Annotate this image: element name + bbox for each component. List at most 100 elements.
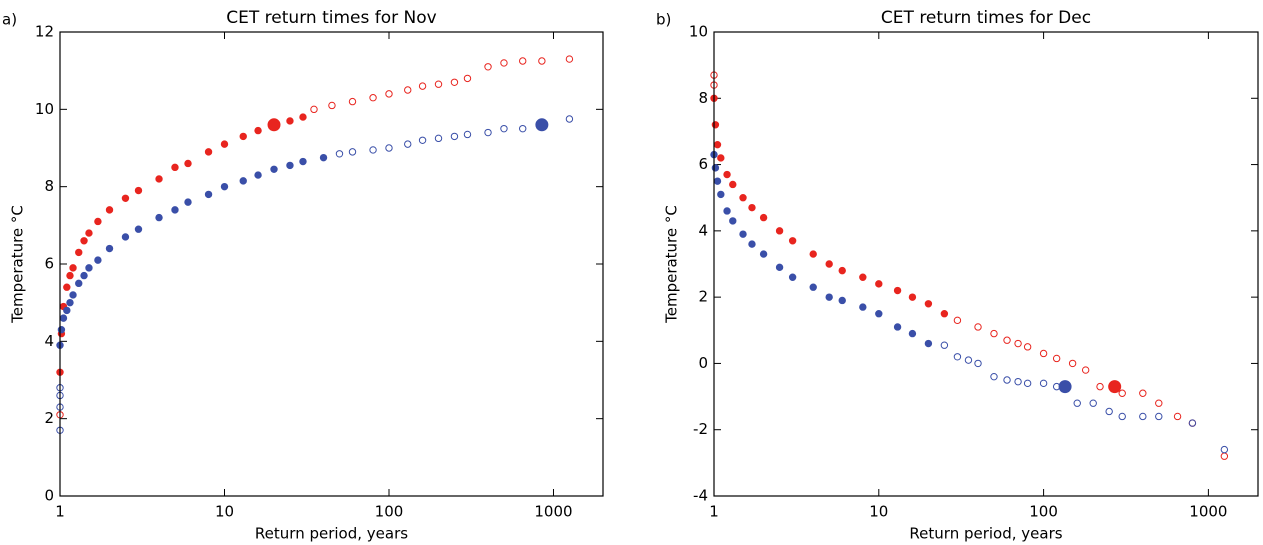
highlight-point bbox=[267, 118, 281, 132]
data-point bbox=[121, 233, 130, 241]
data-point bbox=[63, 306, 71, 315]
data-point bbox=[809, 250, 817, 258]
data-point bbox=[85, 229, 93, 237]
data-point bbox=[1073, 399, 1081, 407]
data-point bbox=[484, 63, 492, 71]
data-point bbox=[908, 293, 917, 301]
y-tick-label: 2 bbox=[698, 288, 708, 306]
y-tick-label: 4 bbox=[698, 221, 708, 239]
data-point bbox=[825, 293, 833, 301]
data-point bbox=[319, 153, 328, 162]
data-point bbox=[519, 124, 527, 133]
data-point bbox=[1014, 339, 1022, 348]
highlight-point bbox=[535, 118, 549, 132]
data-point bbox=[1003, 376, 1011, 384]
data-point bbox=[1052, 354, 1061, 363]
data-point bbox=[519, 57, 527, 65]
data-point bbox=[85, 264, 93, 272]
y-tick-label: -4 bbox=[693, 487, 708, 505]
data-point bbox=[1081, 366, 1090, 374]
data-point bbox=[838, 266, 846, 275]
data-point bbox=[775, 263, 784, 272]
data-point bbox=[286, 161, 294, 170]
data-point bbox=[418, 136, 427, 144]
y-tick-label: 10 bbox=[35, 100, 54, 118]
data-point bbox=[434, 80, 443, 88]
highlight-point bbox=[1058, 380, 1072, 394]
plot-frame bbox=[713, 31, 1259, 497]
y-tick-label: 8 bbox=[698, 89, 708, 107]
data-point bbox=[348, 97, 357, 106]
data-point bbox=[69, 264, 77, 272]
data-point bbox=[80, 271, 88, 280]
data-point bbox=[1089, 399, 1097, 407]
data-point bbox=[729, 217, 737, 225]
data-point bbox=[748, 203, 756, 212]
data-point bbox=[974, 323, 982, 331]
data-point bbox=[1023, 343, 1032, 351]
data-point bbox=[964, 356, 973, 364]
y-tick-label: 10 bbox=[689, 23, 708, 41]
data-point bbox=[385, 90, 393, 98]
data-point bbox=[134, 186, 143, 195]
data-point bbox=[713, 140, 722, 149]
data-point bbox=[1118, 412, 1126, 421]
data-point bbox=[270, 165, 278, 173]
data-point bbox=[717, 190, 725, 199]
data-point bbox=[759, 250, 768, 258]
data-point bbox=[66, 271, 74, 280]
data-point bbox=[1220, 452, 1229, 460]
data-point bbox=[1155, 399, 1163, 407]
data-point bbox=[348, 148, 357, 156]
data-point bbox=[335, 150, 344, 158]
y-axis-label: Temperature °C bbox=[9, 205, 27, 324]
x-tick-label: 1 bbox=[55, 503, 65, 521]
data-point bbox=[385, 144, 393, 152]
y-tick-label: 0 bbox=[44, 487, 54, 505]
data-point bbox=[1039, 379, 1048, 388]
data-point bbox=[838, 296, 846, 305]
data-point bbox=[759, 213, 768, 222]
data-point bbox=[859, 273, 867, 281]
data-point bbox=[463, 130, 472, 139]
data-point bbox=[1118, 389, 1126, 397]
data-point bbox=[825, 260, 833, 268]
data-point bbox=[953, 316, 962, 325]
x-axis-label: Return period, years bbox=[255, 525, 408, 543]
data-point bbox=[1188, 419, 1197, 427]
data-point bbox=[204, 148, 213, 156]
data-point bbox=[171, 206, 179, 214]
data-point bbox=[723, 207, 731, 215]
x-tick-label: 1 bbox=[709, 503, 719, 521]
y-tick-label: 0 bbox=[698, 354, 708, 372]
data-point bbox=[239, 177, 247, 185]
data-point bbox=[66, 298, 74, 307]
data-point bbox=[1023, 379, 1032, 388]
data-point bbox=[94, 217, 102, 226]
data-point bbox=[775, 227, 784, 235]
y-axis-label: Temperature °C bbox=[663, 205, 681, 324]
data-point bbox=[1220, 445, 1229, 454]
panel-label: a) bbox=[2, 11, 17, 29]
data-point bbox=[484, 128, 492, 137]
data-point bbox=[809, 283, 817, 291]
panel-label: b) bbox=[656, 11, 671, 29]
x-tick-label: 1000 bbox=[1189, 503, 1227, 521]
data-point bbox=[171, 163, 179, 172]
data-point bbox=[739, 230, 747, 238]
y-tick-label: 8 bbox=[44, 177, 54, 195]
data-point bbox=[565, 115, 574, 123]
data-point bbox=[369, 94, 377, 102]
data-point bbox=[893, 286, 902, 295]
data-point bbox=[924, 300, 933, 308]
data-point bbox=[63, 283, 71, 291]
data-point bbox=[80, 237, 88, 245]
chart-title: CET return times for Dec bbox=[881, 8, 1091, 28]
data-point bbox=[739, 194, 747, 202]
data-point bbox=[155, 213, 163, 222]
data-point bbox=[859, 303, 867, 311]
data-point bbox=[1096, 382, 1104, 391]
data-point bbox=[500, 124, 508, 133]
data-point bbox=[788, 237, 797, 245]
data-point bbox=[59, 314, 68, 322]
